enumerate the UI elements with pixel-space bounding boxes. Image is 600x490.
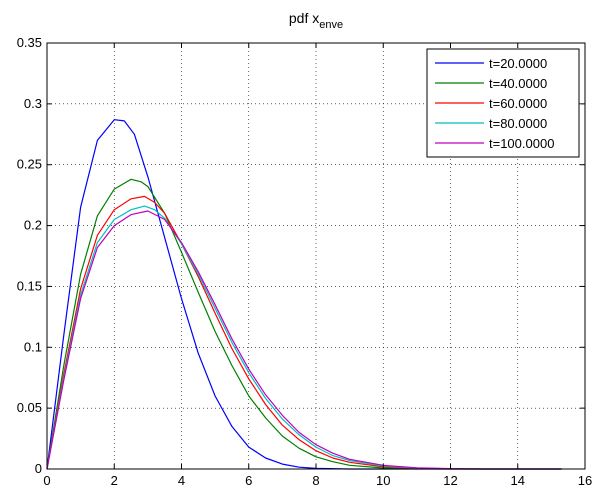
chart-title-main: pdf x: [289, 10, 319, 26]
x-tick-labels: 0 2 4 6 8 10 12 14 16: [43, 473, 592, 488]
y-tick-label: 0.3: [24, 96, 42, 111]
y-tick-label: 0.25: [17, 157, 42, 172]
y-tick-label: 0.15: [17, 278, 42, 293]
grid-lines: [47, 43, 585, 469]
legend-label-1: t=20.0000: [489, 56, 547, 71]
y-tick-label: 0.35: [17, 35, 42, 50]
x-tick-label: 2: [111, 473, 118, 488]
legend-label-3: t=60.0000: [489, 96, 547, 111]
x-tick-label: 10: [376, 473, 390, 488]
y-tick-label: 0.1: [24, 339, 42, 354]
x-tick-label: 16: [578, 473, 592, 488]
x-tick-label: 0: [43, 473, 50, 488]
x-tick-label: 8: [312, 473, 319, 488]
x-tick-label: 6: [245, 473, 252, 488]
legend: t=20.0000 t=40.0000 t=60.0000 t=80.0000 t=10…: [426, 48, 580, 158]
legend-label-4: t=80.0000: [489, 116, 547, 131]
chart-title-subscript: enve: [319, 19, 343, 31]
series-line-5: [46, 210, 562, 470]
y-tick-label: 0.2: [24, 218, 42, 233]
x-tick-label: 12: [443, 473, 457, 488]
legend-label-5: t=100.0000: [489, 136, 554, 151]
chart-title: pdf xenve: [289, 10, 343, 31]
y-tick-label: 0.05: [17, 400, 42, 415]
axis-ticks: [46, 42, 586, 470]
y-tick-label: 0: [35, 461, 42, 476]
legend-label-2: t=40.0000: [489, 76, 547, 91]
y-tick-labels: 0 0.05 0.1 0.15 0.2 0.25 0.3 0.35: [17, 35, 42, 476]
x-tick-label: 4: [178, 473, 185, 488]
x-tick-label: 14: [511, 473, 525, 488]
